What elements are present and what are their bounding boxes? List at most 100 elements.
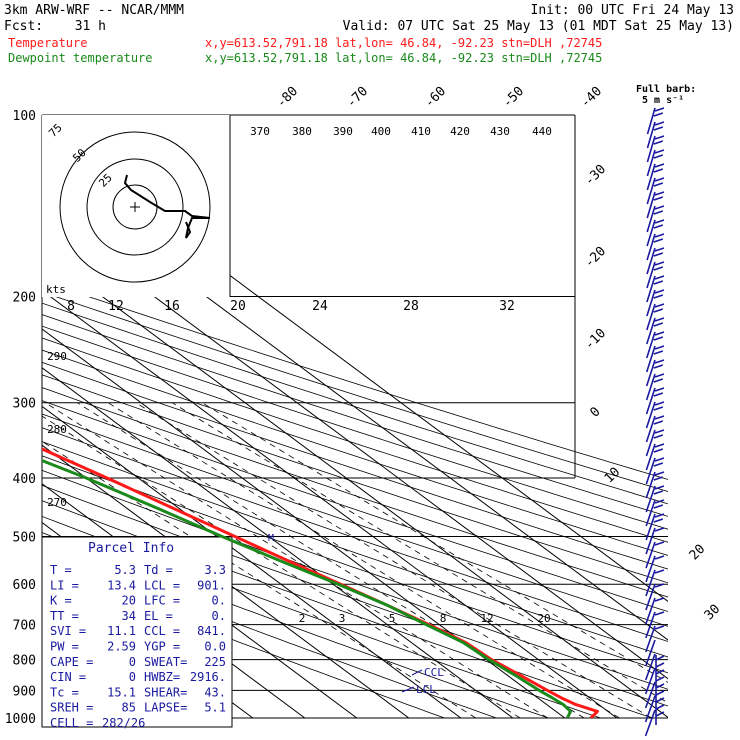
wind-barb-low	[655, 690, 665, 696]
theta-label: 420	[450, 125, 470, 138]
dry-adiabat-250	[42, 565, 445, 718]
parcel-value: 34	[122, 609, 136, 623]
wind-barb-staff	[645, 387, 656, 415]
parcel-key: CAPE =	[50, 655, 93, 669]
wind-barb-staff	[646, 303, 656, 331]
wind-barb-flag	[653, 182, 664, 187]
wind-barb-low	[655, 697, 665, 703]
speed-tick-label: 8	[67, 299, 75, 314]
parcel-key: CIN =	[50, 670, 86, 684]
wind-barb-flag	[654, 555, 665, 560]
wind-barb-flag	[653, 196, 664, 201]
wind-barb-flag	[653, 350, 664, 355]
wind-barb-low	[655, 711, 665, 717]
isotherm-label: 30	[702, 602, 724, 624]
wind-barb-staff	[646, 121, 656, 149]
pressure-label-700: 700	[13, 619, 36, 634]
wind-barb-low	[655, 662, 665, 668]
parcel-key: LI =	[50, 578, 79, 592]
wind-barb-staff	[646, 219, 656, 247]
temperature-legend: Temperature	[8, 36, 87, 50]
wind-barb-flag	[654, 471, 665, 476]
wind-barb-flag	[654, 205, 665, 210]
speed-tick-label: 24	[312, 299, 328, 314]
wind-barb-staff	[645, 415, 656, 443]
wind-barb-flag	[654, 457, 665, 462]
wind-barb-staff	[645, 457, 656, 485]
hodograph-trace	[123, 174, 211, 239]
parcel-value: 5.3	[114, 563, 136, 577]
parcel-key: SHEAR=	[144, 685, 187, 699]
wind-barb-flag	[654, 429, 665, 434]
wind-barb-staff	[646, 163, 656, 191]
dry-adiabats	[42, 280, 668, 718]
parcel-key: LCL =	[144, 578, 180, 592]
wind-barb-flag	[653, 294, 664, 299]
isotherm-label: 10	[602, 465, 624, 487]
isotherm-0	[42, 328, 566, 718]
isotherm-label: -40	[578, 84, 605, 111]
theta-label: 270	[47, 496, 67, 509]
wind-barb-flag	[654, 499, 665, 504]
parcel-value: 901.	[197, 578, 226, 592]
isotherm--30	[42, 444, 410, 718]
wind-barb-staff	[645, 331, 656, 359]
wind-barb-flag	[654, 233, 665, 238]
dry-adiabat-430	[42, 314, 668, 517]
parcel-key: SREH =	[50, 701, 93, 715]
fcst-value: 31 h	[75, 19, 106, 34]
wind-barb-staff	[645, 471, 656, 499]
wind-barb-low	[655, 669, 665, 675]
wind-barb-staff	[645, 611, 656, 639]
parcel-key: YGP =	[144, 640, 180, 654]
wind-barb-staff	[645, 373, 656, 401]
wind-barb-flag	[654, 247, 665, 252]
mixing-ratio-label: 8	[440, 612, 447, 625]
fcst-label: Fcst:	[4, 19, 43, 34]
dry-adiabat-320	[42, 455, 668, 674]
wind-barb-flag	[653, 224, 664, 229]
theta-label: 430	[490, 125, 510, 138]
isotherm-label: -30	[582, 162, 609, 189]
isotherm--10	[42, 367, 514, 718]
wind-barb-staff	[645, 429, 656, 457]
wind-barb-flag	[654, 373, 665, 378]
parcel-value: 20	[122, 594, 136, 608]
parcel-value: 3.3	[204, 563, 226, 577]
lcl-label: LCL	[416, 683, 436, 696]
parcel-key: K =	[50, 594, 72, 608]
wind-barb-flag	[653, 420, 664, 425]
theta-label: 290	[47, 350, 67, 363]
dry-adiabat-440	[42, 302, 668, 505]
parcel-value: 282/26	[102, 716, 145, 730]
wind-barb-low	[655, 704, 665, 710]
wind-barb-flag	[653, 406, 664, 411]
ccl-label: CCL	[424, 666, 444, 679]
wind-barb-flag	[654, 625, 665, 630]
parcel-key: TT =	[50, 609, 79, 623]
parcel-value: 0.0	[204, 640, 226, 654]
mixing-ratio-3	[45, 402, 548, 718]
parcel-value: 2.59	[107, 640, 136, 654]
wind-barb-flag	[653, 210, 664, 215]
dry-adiabat-330	[42, 441, 668, 658]
parcel-value: 15.1	[107, 685, 136, 699]
wind-barb-staff	[646, 149, 656, 177]
wind-barb-flag	[654, 443, 665, 448]
wind-barb-flag	[653, 392, 664, 397]
wind-barb-flag	[653, 308, 664, 313]
theta-label: 390	[333, 125, 353, 138]
wind-barb-flag	[653, 168, 664, 173]
parcel-key: LAPSE=	[144, 701, 187, 715]
hodograph-background	[42, 115, 230, 297]
wind-barb-flag	[653, 252, 664, 257]
parcel-value: 85	[122, 701, 136, 715]
wind-barb-staff	[645, 583, 656, 611]
dry-adiabat-400	[42, 349, 668, 556]
dewpoint-line	[42, 458, 572, 718]
isotherm-label: 20	[687, 542, 709, 564]
isotherm-label: 0	[587, 404, 603, 420]
parcel-info-text: Parcel Info T = 5.3 Td = 3.3 LI = 13.4 LCL = 90…	[50, 541, 226, 730]
wind-barb-staff	[645, 443, 656, 471]
